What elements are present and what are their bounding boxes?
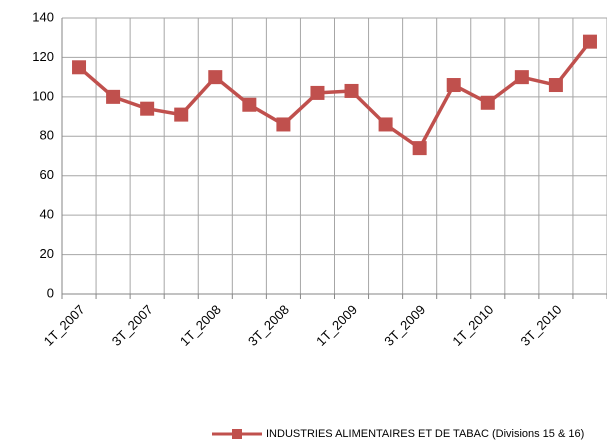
- marker: [344, 83, 359, 98]
- marker: [446, 78, 461, 93]
- y-tick-label: 20: [40, 246, 54, 261]
- marker: [140, 101, 155, 116]
- marker: [276, 117, 291, 132]
- x-tick-label: 3T_2009: [381, 302, 428, 349]
- marker: [480, 95, 495, 110]
- marker: [242, 97, 257, 112]
- series-line: [77, 40, 592, 150]
- x-tick-label: 1T_2009: [313, 302, 360, 349]
- legend-text: INDUSTRIES ALIMENTAIRES ET DE TABAC (Div…: [266, 428, 584, 440]
- y-tick-label: 40: [40, 207, 54, 222]
- marker: [310, 85, 325, 100]
- marker: [208, 70, 223, 85]
- y-tick-label: 0: [47, 285, 54, 300]
- y-tick-label: 80: [40, 128, 54, 143]
- legend-marker: [232, 429, 242, 439]
- marker: [72, 60, 87, 75]
- x-tick-label: 1T_2007: [41, 302, 88, 349]
- marker: [174, 107, 189, 122]
- marker: [514, 70, 529, 85]
- y-tick-label: 120: [32, 49, 54, 64]
- x-tick-label: 3T_2010: [518, 302, 565, 349]
- marker: [412, 141, 427, 156]
- x-tick-label: 1T_2010: [449, 302, 496, 349]
- y-tick-label: 60: [40, 167, 54, 182]
- y-tick-label: 100: [32, 88, 54, 103]
- marker: [548, 78, 563, 93]
- x-tick-label: 3T_2007: [109, 302, 156, 349]
- marker: [582, 34, 597, 49]
- x-tick-label: 3T_2008: [245, 302, 292, 349]
- marker: [106, 89, 121, 104]
- marker: [378, 117, 393, 132]
- x-tick-label: 1T_2008: [177, 302, 224, 349]
- y-tick-label: 140: [32, 9, 54, 24]
